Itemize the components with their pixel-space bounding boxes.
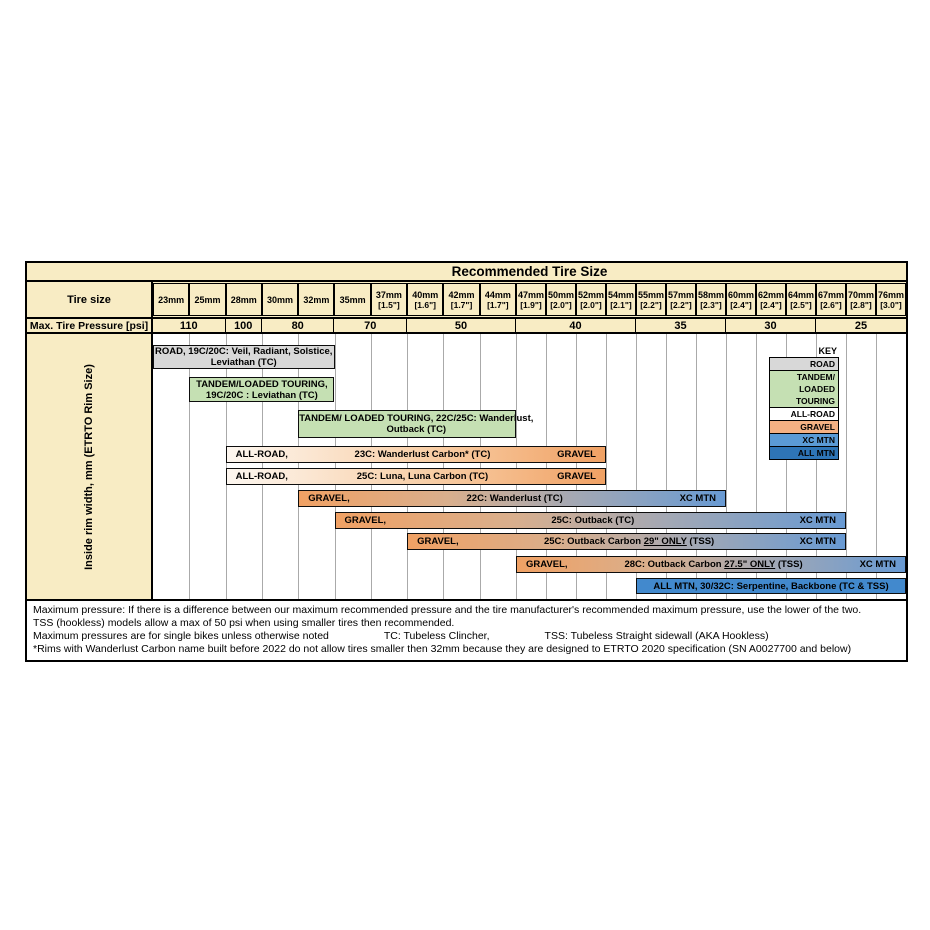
legend-title: KEY (818, 346, 837, 356)
gridline (846, 334, 847, 599)
tire-size-col-32mm: 32mm (298, 283, 335, 316)
footnote-2: TSS (hookless) models allow a max of 50 … (33, 617, 455, 629)
tire-size-col-76mm: 76mm [3.0"] (875, 283, 906, 316)
tire-size-col-28mm: 28mm (225, 283, 262, 316)
footnotes: Maximum pressure: If there is a differen… (27, 601, 906, 660)
gridline (726, 334, 727, 599)
chart-bar-4: ALL-ROAD, 23C: Wanderlust Carbon* (TC) GRA… (225, 446, 606, 463)
chart-bar-8: GRAVEL, 25C: Outback Carbon 29" ONLY (TSS… (407, 533, 846, 550)
legend-item-tandem-loaded-touring: TANDEM/ LOADED TOURING (770, 370, 838, 407)
tire-size-col-58mm: 58mm [2.3"] (695, 283, 726, 316)
pressure-value-110: 110 (153, 319, 226, 332)
pressure-value-70: 70 (334, 319, 408, 332)
pressure-value-100: 100 (226, 319, 262, 332)
tire-size-col-54mm: 54mm [2.1"] (605, 283, 636, 316)
gridline (666, 334, 667, 599)
gridline (334, 334, 336, 599)
gridline (606, 334, 607, 599)
rim-width-axis-label: Inside rim width, mm (ETRTO Rim Size) (27, 334, 153, 599)
tire-size-col-64mm: 64mm [2.5"] (785, 283, 816, 316)
legend-items: ROAD TANDEM/ LOADED TOURING ALL-ROAD GRAVEL… (769, 357, 839, 460)
chart-bar-2: TANDEM/LOADED TOURING, 19C/20C : Leviatha… (189, 377, 335, 402)
tire-size-chart: Recommended Tire Size Tire size 23mm 25mm… (25, 261, 908, 662)
legend-item-road: ROAD (770, 358, 838, 370)
tire-size-col-67mm: 67mm [2.6"] (815, 283, 846, 316)
tire-size-col-50mm: 50mm [2.0"] (545, 283, 576, 316)
tire-size-col-60mm: 60mm [2.4"] (725, 283, 756, 316)
tire-size-col-57mm: 57mm [2.2"] (665, 283, 696, 316)
legend-item-all-mtn: ALL MTN (770, 446, 838, 459)
chart-title-row: Recommended Tire Size (27, 263, 906, 282)
chart-body-row: Inside rim width, mm (ETRTO Rim Size) RO… (27, 334, 906, 601)
chart-bar-10: ALL MTN, 30/32C: Serpentine, Backbone (T… (636, 578, 906, 594)
gridline (576, 334, 577, 599)
gridline (189, 334, 191, 599)
gridline (407, 334, 409, 599)
footnote-4: *Rims with Wanderlust Carbon name built … (33, 643, 852, 655)
gridline (516, 334, 517, 599)
gridline (261, 334, 263, 599)
gridline (225, 334, 227, 599)
tire-size-label: Tire size (27, 282, 153, 317)
pressure-value-40: 40 (516, 319, 636, 332)
gridline (876, 334, 877, 599)
chart-bar-7: GRAVEL, 25C: Outback (TC) XC MTN (334, 512, 846, 529)
gridline (696, 334, 697, 599)
tire-size-columns: 23mm 25mm 28mm 30mm 32mm 35mm 37mm [1.5"] 40mm [1… (153, 282, 906, 317)
tire-size-col-44mm: 44mm [1.7"] (479, 283, 516, 316)
pressure-value-35: 35 (636, 319, 726, 332)
max-pressure-label: Max. Tire Pressure [psi] (27, 319, 153, 332)
legend-item-gravel: GRAVEL (770, 420, 838, 433)
gridline (546, 334, 547, 599)
legend-item-all-road: ALL-ROAD (770, 407, 838, 420)
tire-size-col-47mm: 47mm [1.9"] (515, 283, 546, 316)
chart-plot-area: ROAD, 19C/20C: Veil, Radiant, Solstice, L… (153, 334, 906, 599)
legend-item-xc-mtn: XC MTN (770, 433, 838, 446)
pressure-value-80: 80 (262, 319, 335, 332)
tire-size-col-55mm: 55mm [2.2"] (635, 283, 666, 316)
gridline (443, 334, 445, 599)
pressure-value-25: 25 (854, 319, 868, 332)
chart-legend: KEY ROAD TANDEM/ LOADED TOURING ALL-ROAD GR… (769, 346, 839, 460)
tire-size-col-35mm: 35mm (334, 283, 371, 316)
tire-size-col-42mm: 42mm [1.7"] (443, 283, 480, 316)
gridline (370, 334, 372, 599)
pressure-value-30: 30 (726, 319, 816, 332)
gridline (479, 334, 481, 599)
footnote-1: Maximum pressure: If there is a differen… (33, 604, 862, 616)
tire-size-header-row: Tire size 23mm 25mm 28mm 30mm 32mm 35mm 37mm [1… (27, 282, 906, 319)
chart-bar-1: ROAD, 19C/20C: Veil, Radiant, Solstice, L… (153, 345, 335, 369)
tire-size-col-52mm: 52mm [2.0"] (575, 283, 606, 316)
max-pressure-row: Max. Tire Pressure [psi] 110 100 80 70 50 40 3… (27, 319, 906, 334)
tire-size-col-70mm: 70mm [2.8"] (845, 283, 876, 316)
gridline (756, 334, 757, 599)
gridline (636, 334, 637, 599)
chart-title: Recommended Tire Size (451, 264, 608, 279)
tire-size-col-30mm: 30mm (261, 283, 299, 316)
footnote-3: Maximum pressures are for single bikes u… (33, 630, 769, 642)
chart-bar-5: ALL-ROAD, 25C: Luna, Luna Carbon (TC) GRAV… (225, 468, 606, 485)
gridline (816, 334, 817, 599)
tire-size-col-40mm: 40mm [1.6"] (407, 283, 444, 316)
gridline (786, 334, 787, 599)
tire-size-col-25mm: 25mm (189, 283, 226, 316)
chart-bar-3: TANDEM/ LOADED TOURING, 22C/25C: Wanderl… (298, 410, 533, 438)
tire-size-col-37mm: 37mm [1.5"] (370, 283, 408, 316)
chart-bar-9: GRAVEL, 28C: Outback Carbon 27.5" ONLY (T… (516, 556, 906, 573)
gridline (298, 334, 300, 599)
chart-bar-6: GRAVEL, 22C: Wanderlust (TC) XC MTN (298, 490, 726, 507)
max-pressure-values: 110 100 80 70 50 40 35 30 25 (153, 319, 906, 332)
pressure-value-50: 50 (407, 319, 516, 332)
tire-size-col-23mm: 23mm (153, 283, 190, 316)
tire-size-col-62mm: 62mm [2.4"] (755, 283, 786, 316)
